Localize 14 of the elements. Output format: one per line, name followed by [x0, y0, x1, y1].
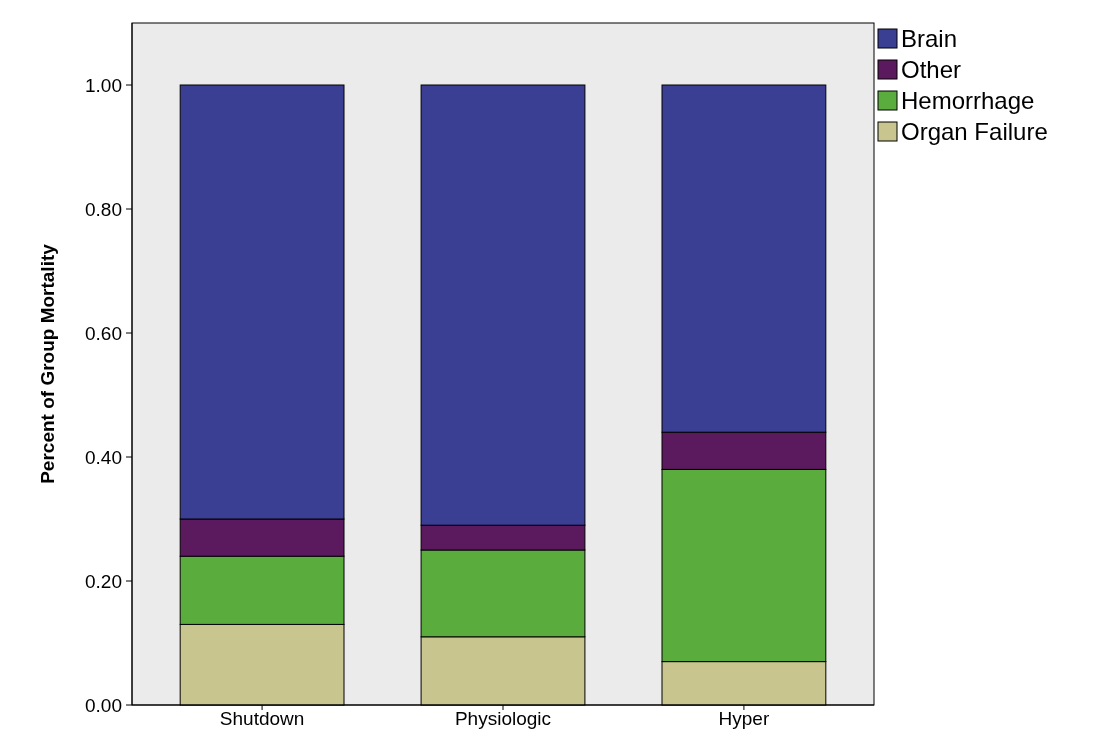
legend-label: Other: [901, 56, 962, 84]
y-tick-label: 1.00: [85, 74, 122, 96]
legend-label: Brain: [901, 25, 958, 53]
y-tick-label: 0.20: [85, 570, 122, 592]
x-tick-label: Shutdown: [219, 708, 305, 729]
y-axis-title: Percent of Group Mortality: [37, 243, 58, 484]
y-tick-label: 0.60: [85, 322, 122, 344]
x-tick-label: Physiologic: [454, 708, 552, 729]
legend-label: Hemorrhage: [901, 87, 1035, 115]
x-tick-label: Hyper: [718, 708, 770, 729]
y-tick-label: 0.00: [85, 694, 122, 716]
y-tick-label: 0.80: [85, 198, 122, 220]
legend-label: Organ Failure: [901, 118, 1048, 146]
y-tick-label: 0.40: [85, 446, 122, 468]
